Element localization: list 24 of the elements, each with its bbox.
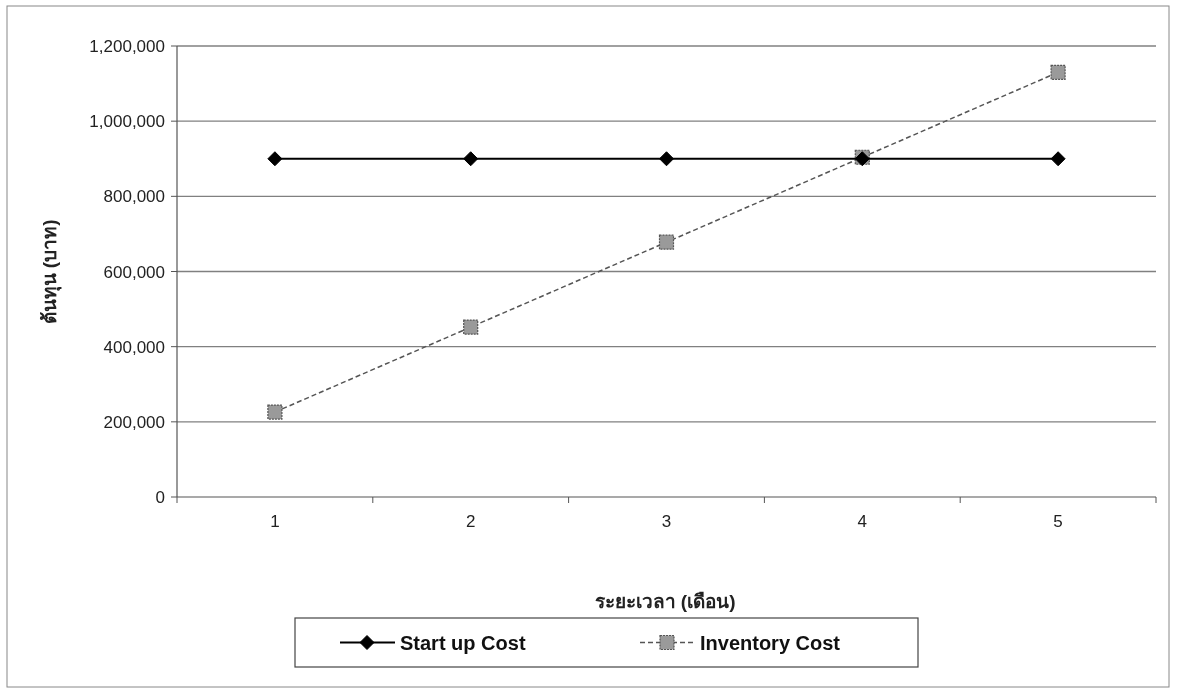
point <box>1050 151 1066 167</box>
x-tick-label: 2 <box>465 512 476 531</box>
point <box>267 151 283 167</box>
point <box>658 234 675 250</box>
legend-label: Inventory Cost <box>700 631 841 654</box>
x-tick-label: 1 <box>270 512 280 531</box>
x-axis-title: ระยะเวลา (เดือน) <box>594 591 736 612</box>
y-tick-label: 1,200,000 <box>89 37 165 56</box>
x-tick-label: 5 <box>1053 512 1063 531</box>
y-tick-label: 400,000 <box>103 337 165 357</box>
y-tick-label: 1,000,000 <box>89 112 165 132</box>
x-tick-label: 4 <box>857 512 868 531</box>
legend-label: Start up Cost <box>400 631 526 654</box>
point <box>463 319 479 335</box>
point <box>659 151 674 167</box>
point <box>267 404 283 420</box>
y-tick-label: 200,000 <box>103 412 165 432</box>
point <box>463 151 479 167</box>
y-tick-label: 600,000 <box>103 262 165 282</box>
y-tick-label: 800,000 <box>103 187 165 207</box>
y-axis-title: ต้นทุน (บาท) <box>39 219 62 325</box>
x-tick-label: 3 <box>661 512 672 531</box>
y-tick-label: 0 <box>155 488 165 507</box>
point <box>1050 64 1066 80</box>
